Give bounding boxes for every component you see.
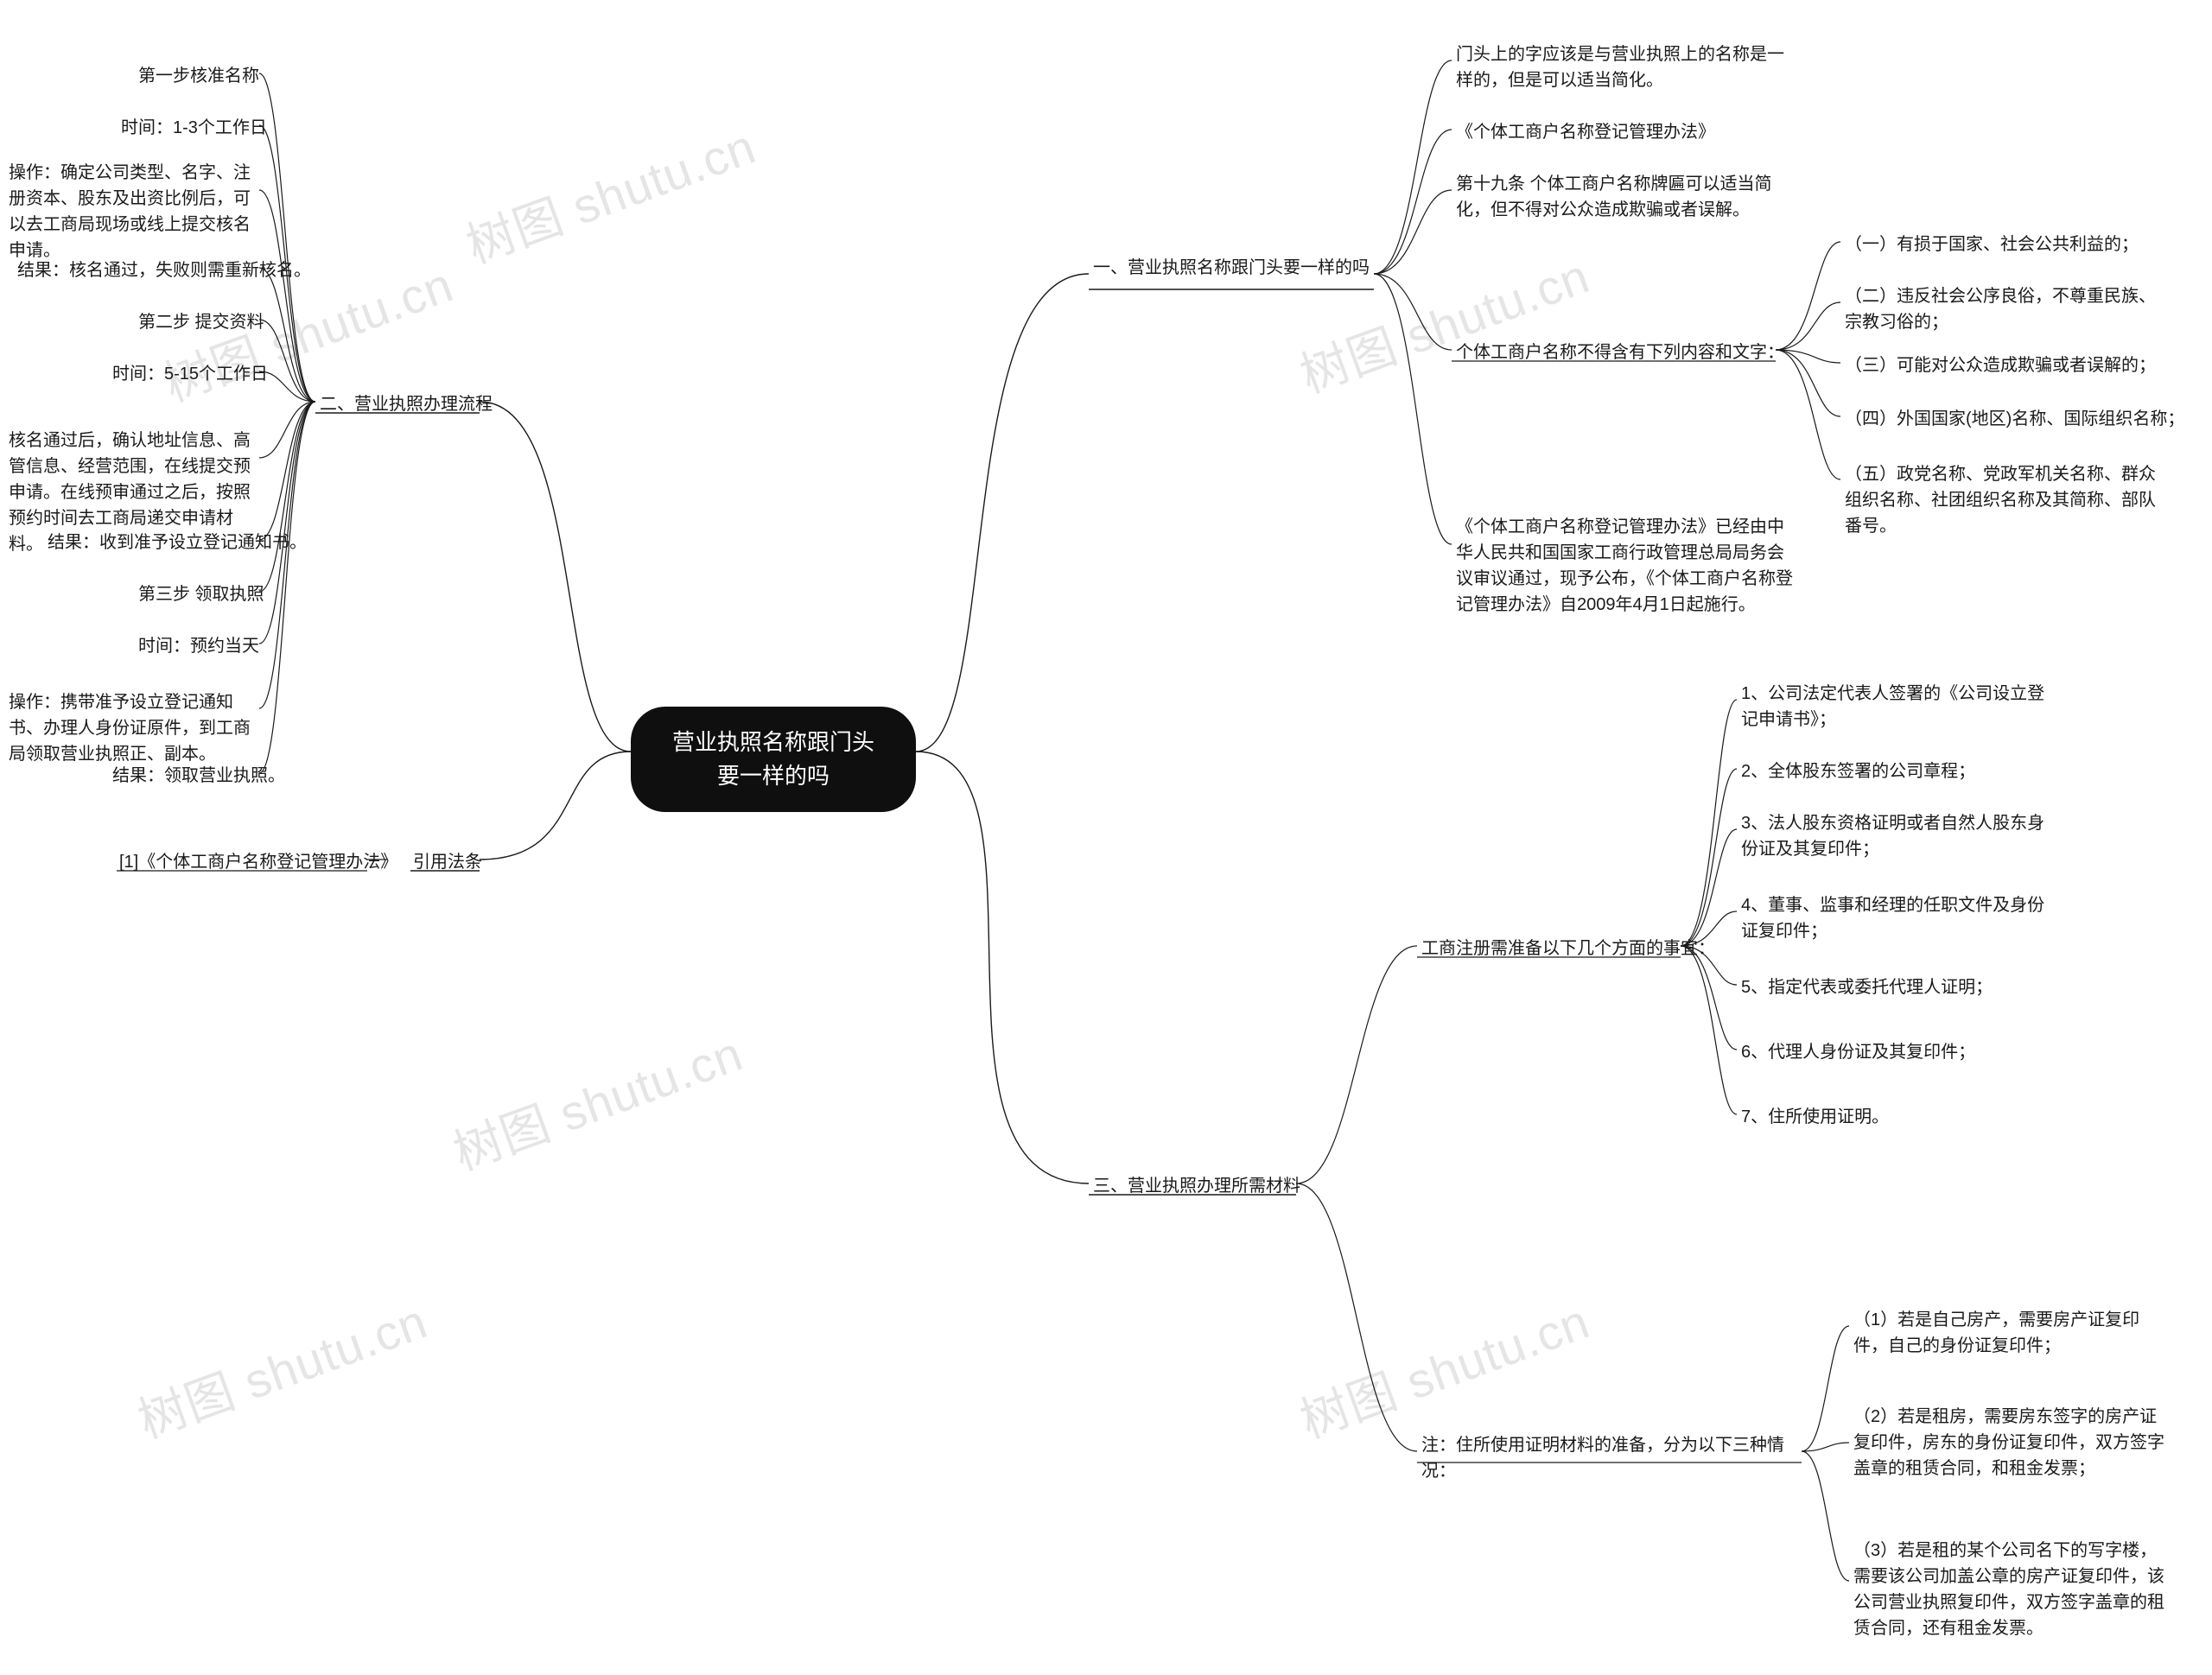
b1-item-a: 门头上的字应该是与营业执照上的名称是一样的，但是可以适当简化。	[1456, 41, 1793, 93]
b2-s3-op: 操作：携带准予设立登记通知书、办理人身份证原件，到工商局领取营业执照正、副本。	[9, 689, 259, 767]
b2-s1-time: 时间：1-3个工作日	[121, 115, 267, 141]
root-node: 营业执照名称跟门头要一样的吗	[631, 707, 916, 812]
b2-s1-op: 操作：确定公司类型、名字、注册资本、股东及出资比例后，可以去工商局现场或线上提交…	[9, 160, 259, 263]
b2-s1-res: 结果：核名通过，失败则需重新核名。	[17, 257, 311, 283]
watermark: 树图 shutu.cn	[442, 1015, 751, 1184]
branch2-title: 二、营业执照办理流程	[320, 391, 493, 417]
b3-ga-2: 2、全体股东签署的公司章程；	[1741, 758, 1975, 784]
branch4-title: 引用法条	[413, 849, 482, 875]
b2-s3-res: 结果：领取营业执照。	[112, 763, 285, 789]
b1-d4: （四）外国国家(地区)名称、国际组织名称；	[1845, 406, 2184, 432]
b3-gb-1: （1）若是自己房产，需要房产证复印件，自己的身份证复印件；	[1853, 1307, 2173, 1359]
branch1-title: 一、营业执照名称跟门头要一样的吗	[1093, 255, 1370, 281]
b3-ga-5: 5、指定代表或委托代理人证明；	[1741, 974, 1993, 1000]
branch4-item: [1]《个体工商户名称登记管理办法》	[119, 849, 397, 875]
b2-s1-title: 第一步核准名称	[138, 63, 259, 89]
b2-s2-title: 第二步 提交资料	[138, 309, 264, 335]
b3-ga-4: 4、董事、监事和经理的任职文件及身份证复印件；	[1741, 892, 2061, 944]
b3-ga-6: 6、代理人身份证及其复印件；	[1741, 1039, 1975, 1065]
branch3-title: 三、营业执照办理所需材料	[1093, 1173, 1300, 1199]
watermark: 树图 shutu.cn	[127, 1283, 435, 1452]
b2-s2-res: 结果：收到准予设立登记通知书。	[48, 530, 307, 555]
watermark: 树图 shutu.cn	[455, 108, 764, 277]
b1-d3: （三）可能对公众造成欺骗或者误解的；	[1845, 352, 2156, 378]
b1-item-c: 第十九条 个体工商户名称牌匾可以适当简化，但不得对公众造成欺骗或者误解。	[1456, 171, 1802, 223]
b3-gb-title: 注：住所使用证明材料的准备，分为以下三种情况：	[1421, 1432, 1793, 1484]
root-title: 营业执照名称跟门头要一样的吗	[672, 729, 874, 789]
b2-s3-time: 时间：预约当天	[138, 633, 259, 659]
b1-item-e: 《个体工商户名称登记管理办法》已经由中华人民共和国国家工商行政管理总局局务会议审…	[1456, 514, 1793, 618]
b1-d1: （一）有损于国家、社会公共利益的；	[1845, 232, 2139, 257]
watermark: 树图 shutu.cn	[1289, 1283, 1598, 1452]
b3-ga-title: 工商注册需准备以下几个方面的事宜：	[1421, 936, 1715, 961]
b3-ga-1: 1、公司法定代表人签署的《公司设立登记申请书》；	[1741, 681, 2061, 733]
b3-gb-3: （3）若是租的某个公司名下的写字楼，需要该公司加盖公章的房产证复印件，该公司营业…	[1853, 1538, 2173, 1641]
b1-d2: （二）违反社会公序良俗，不尊重民族、宗教习俗的；	[1845, 283, 2164, 335]
b3-ga-7: 7、住所使用证明。	[1741, 1104, 1889, 1130]
b1-item-d-title: 个体工商户名称不得含有下列内容和文字：	[1456, 339, 1784, 365]
b2-s3-title: 第三步 领取执照	[138, 581, 264, 607]
b3-ga-3: 3、法人股东资格证明或者自然人股东身份证及其复印件；	[1741, 810, 2061, 862]
b3-gb-2: （2）若是租房，需要房东签字的房产证复印件，房东的身份证复印件，双方签字盖章的租…	[1853, 1404, 2173, 1481]
b1-item-b: 《个体工商户名称登记管理办法》	[1456, 119, 1715, 145]
b1-d5: （五）政党名称、党政军机关名称、群众组织名称、社团组织名称及其简称、部队番号。	[1845, 461, 2164, 539]
b2-s2-time: 时间：5-15个工作日	[112, 361, 268, 387]
